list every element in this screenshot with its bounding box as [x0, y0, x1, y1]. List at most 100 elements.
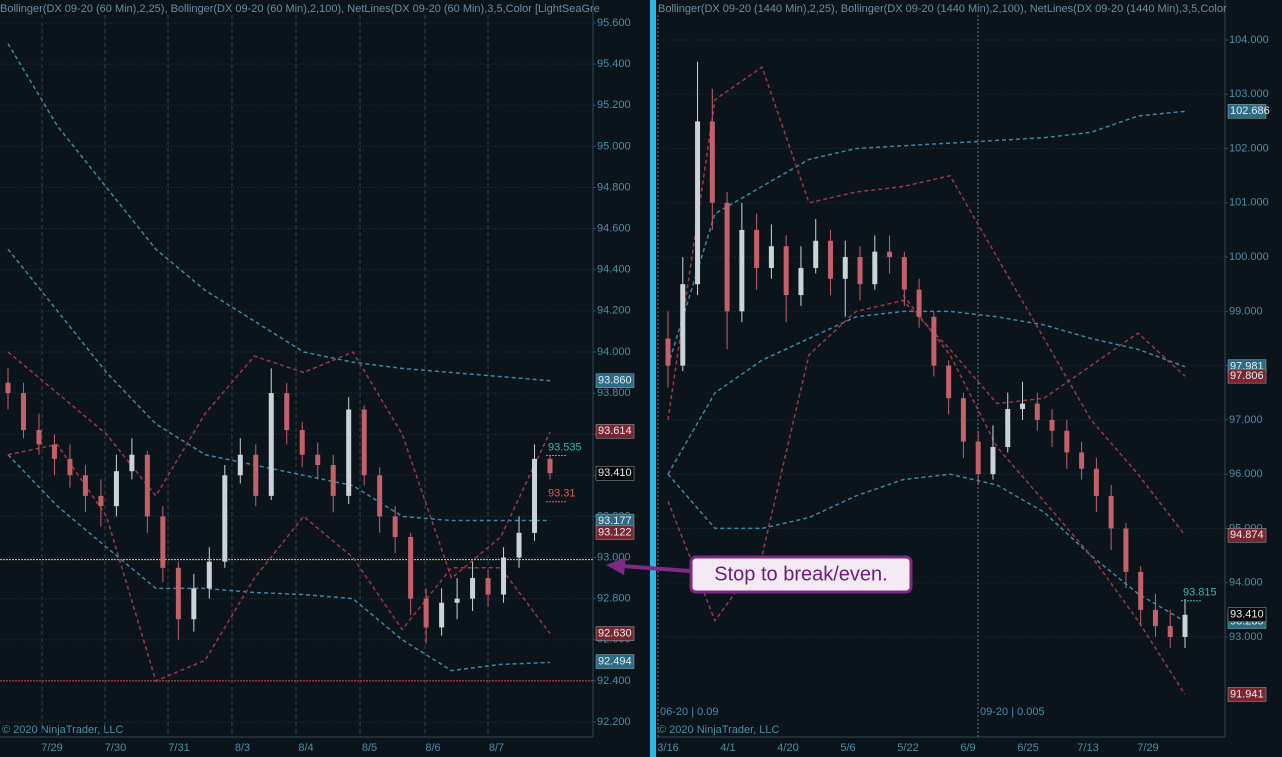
- candle-body: [547, 458, 553, 474]
- price-marker-label: 94.874: [1230, 529, 1264, 541]
- divider: [650, 0, 656, 757]
- candle-body: [222, 475, 228, 562]
- candle-body: [20, 393, 26, 431]
- candle-body: [798, 267, 804, 296]
- price-marker: [1227, 687, 1267, 702]
- candle-body: [501, 557, 507, 595]
- y-tick-label: 103.000: [1229, 88, 1269, 100]
- chart-title: Bollinger(DX 09-20 (60 Min),2,25), Bolli…: [0, 3, 600, 15]
- candle-body: [901, 257, 907, 290]
- candle-body: [144, 454, 150, 517]
- candle-body: [5, 382, 11, 394]
- chart-title: Bollinger(DX 09-20 (1440 Min),2,25), Bol…: [658, 3, 1227, 15]
- net-line-label: 93.31: [548, 488, 576, 500]
- candle-body: [237, 454, 243, 476]
- candle-body: [113, 471, 119, 507]
- x-tick-label: 5/22: [897, 742, 918, 754]
- candle-body: [67, 458, 73, 476]
- price-marker: [595, 654, 635, 669]
- price-marker-label: 91.941: [1230, 688, 1264, 700]
- x-tick-label: 7/13: [1077, 742, 1098, 754]
- candle-body: [739, 229, 745, 312]
- price-marker-label: 92.630: [598, 628, 632, 640]
- candle-body: [423, 598, 429, 628]
- candle-body: [315, 454, 321, 466]
- y-tick-label: 93.800: [597, 387, 631, 399]
- candle-body: [470, 578, 476, 599]
- rollover-label: 06-20 | 0.09: [660, 706, 719, 718]
- candle-body: [1020, 403, 1026, 410]
- x-tick-label: 8/6: [425, 742, 440, 754]
- candle-body: [709, 121, 715, 203]
- net-line-label: 93.815: [1183, 587, 1217, 599]
- y-tick-label: 101.000: [1229, 197, 1269, 209]
- candle-body: [768, 246, 774, 268]
- candle-body: [392, 516, 398, 537]
- candle-body: [665, 338, 671, 366]
- candle-body: [931, 316, 937, 366]
- candle-body: [872, 251, 878, 285]
- candle-body: [695, 121, 701, 285]
- candle-body: [1167, 626, 1173, 637]
- candle-body: [1064, 430, 1070, 453]
- candle-body: [783, 246, 789, 296]
- price-marker: [595, 424, 635, 439]
- price-marker: [595, 373, 635, 388]
- x-tick-label: 7/29: [1137, 742, 1158, 754]
- candle-body: [51, 444, 57, 459]
- candle-body: [916, 289, 922, 317]
- band-line: [7, 248, 550, 522]
- candle-body: [754, 229, 760, 268]
- y-tick-label: 92.400: [597, 675, 631, 687]
- y-tick-label: 95.400: [597, 58, 631, 70]
- candle-body: [299, 430, 305, 455]
- candle-body: [1079, 452, 1085, 469]
- candle-body: [516, 532, 522, 558]
- copyright: © 2020 NinjaTrader, LLC: [658, 724, 779, 736]
- candle-body: [206, 561, 212, 589]
- candle-body: [532, 458, 538, 533]
- x-tick-label: 8/4: [298, 742, 313, 754]
- candle-body: [1182, 614, 1188, 637]
- candle-body: [842, 257, 848, 279]
- candle-body: [1049, 419, 1055, 431]
- candle-body: [346, 409, 352, 496]
- net-line-label: 93.535: [548, 441, 582, 453]
- price-marker-label: 93.860: [598, 375, 632, 387]
- candle-body: [284, 393, 290, 431]
- y-tick-label: 95.600: [597, 17, 631, 29]
- x-tick-label: 8/7: [489, 742, 504, 754]
- callout-arrowhead: [606, 557, 626, 575]
- candle-body: [1108, 495, 1114, 529]
- band-line: [7, 454, 551, 672]
- x-tick-label: 7/30: [105, 742, 126, 754]
- x-tick-label: 3/16: [657, 742, 678, 754]
- y-tick-label: 95.000: [597, 140, 631, 152]
- candle-body: [454, 598, 460, 603]
- candle-body: [377, 475, 383, 517]
- x-tick-label: 8/3: [235, 742, 250, 754]
- candle-body: [439, 602, 445, 628]
- price-marker: [595, 525, 635, 540]
- candle-body: [485, 578, 491, 595]
- band-line: [667, 65, 1186, 536]
- candle-body: [1123, 528, 1129, 572]
- band-line: [7, 43, 551, 382]
- copyright: © 2020 NinjaTrader, LLC: [2, 724, 123, 736]
- y-tick-label: 96.000: [1229, 468, 1263, 480]
- callout-arrow: [621, 564, 691, 573]
- y-tick-label: 94.000: [1229, 577, 1263, 589]
- x-tick-label: 6/25: [1017, 742, 1038, 754]
- y-tick-label: 92.200: [597, 716, 631, 728]
- candle-body: [82, 475, 88, 496]
- candle-body: [98, 495, 104, 507]
- y-tick-label: 93.000: [1229, 631, 1263, 643]
- y-tick-label: 94.000: [597, 346, 631, 358]
- y-tick-label: 95.200: [597, 99, 631, 111]
- candle-body: [857, 257, 863, 285]
- price-marker: [1227, 607, 1267, 622]
- band-line: [902, 294, 1186, 695]
- x-tick-label: 7/31: [168, 742, 189, 754]
